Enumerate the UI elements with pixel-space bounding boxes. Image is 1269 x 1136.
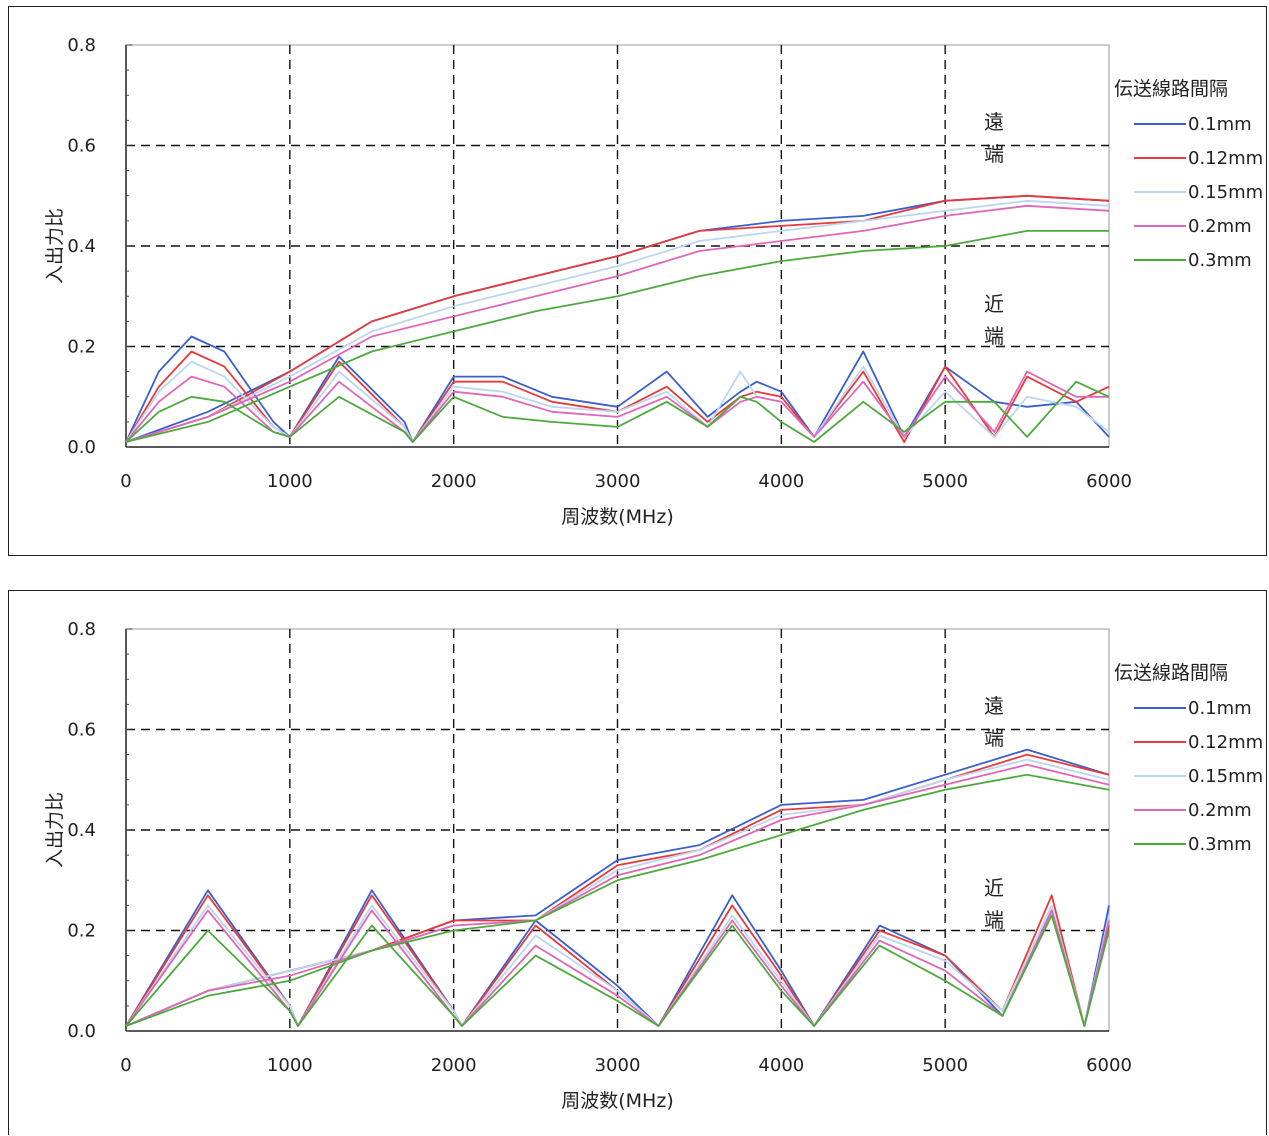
chart-bottom-x-tick-label: 1000 xyxy=(267,1055,313,1076)
chart-top-x-tick-label: 6000 xyxy=(1086,471,1132,492)
chart-bottom-x-tick-label: 3000 xyxy=(595,1055,641,1076)
chart-bottom-y-tick-label: 0.0 xyxy=(67,1021,96,1042)
chart-bottom-series-near-end-line xyxy=(125,914,1110,1027)
chart-bottom-x-axis-title: 周波数(MHz) xyxy=(561,1090,673,1112)
chart-bottom-x-tick-label: 5000 xyxy=(922,1055,968,1076)
chart-bottom-legend-label: 0.3mm xyxy=(1188,834,1252,855)
chart-bottom-series-far-end-line xyxy=(125,763,1110,1027)
chart-top-series-far-end-line xyxy=(125,199,1110,443)
chart-top-x-tick-label: 0 xyxy=(120,471,131,492)
chart-top-series-near-end-line xyxy=(125,360,1110,443)
chart-bottom-far-end-annotation: 端 xyxy=(984,726,1004,750)
chart-top-legend-title: 伝送線路間隔 xyxy=(1114,78,1228,100)
chart-top-y-tick-label: 0.4 xyxy=(67,236,96,257)
chart-top-far-end-annotation: 端 xyxy=(984,142,1004,166)
chart-top-far-end-annotation: 遠 xyxy=(984,110,1004,134)
chart-bottom-y-tick-label: 0.2 xyxy=(67,921,96,942)
chart-top-x-axis-title: 周波数(MHz) xyxy=(561,506,673,528)
chart-bottom-x-tick-label: 2000 xyxy=(431,1055,477,1076)
chart-bottom-near-end-annotation: 近 xyxy=(984,876,1004,900)
chart-top-y-tick-label: 0.6 xyxy=(67,136,96,157)
chart-top-y-tick-label: 0.0 xyxy=(67,437,96,458)
chart-bottom-x-tick-label: 0 xyxy=(120,1055,131,1076)
chart-bottom-y-axis-title: 入出力比 xyxy=(44,792,66,868)
chart-bottom-x-tick-label: 6000 xyxy=(1086,1055,1132,1076)
chart-top-svg: 0 1000 2000 3000 4000 5000 6000 0.0 0.2 0.4 0.6 0.8… xyxy=(44,35,1263,528)
chart-top-x-tick-label: 1000 xyxy=(267,471,313,492)
chart-bottom-near-end-annotation: 端 xyxy=(984,908,1004,932)
chart-top-legend-label: 0.2mm xyxy=(1188,216,1252,237)
chart-top-y-tick-label: 0.8 xyxy=(67,35,96,56)
chart-top-near-end-annotation: 近 xyxy=(984,292,1004,316)
chart-top-legend-label: 0.12mm xyxy=(1188,148,1263,169)
chart-top-series-far-end-line xyxy=(125,194,1110,443)
chart-top-series-far-end-line xyxy=(125,229,1109,443)
chart-bottom-series-far-end-line xyxy=(125,773,1110,1027)
chart-top-y-tick-label: 0.2 xyxy=(67,337,96,358)
chart-bottom-x-tick-label: 4000 xyxy=(758,1055,804,1076)
chart-panel-top: 0 1000 2000 3000 4000 5000 6000 0.0 0.2 0.4 0.6 0.8… xyxy=(8,6,1267,556)
chart-bottom-y-tick-label: 0.8 xyxy=(67,619,96,640)
chart-bottom-series-far-end-line xyxy=(125,758,1110,1027)
chart-bottom-y-tick-label: 0.4 xyxy=(67,820,96,841)
chart-top-legend-label: 0.15mm xyxy=(1188,182,1263,203)
chart-top-x-tick-label: 2000 xyxy=(431,471,477,492)
chart-bottom-legend-label: 0.15mm xyxy=(1188,766,1263,787)
chart-top-x-tick-label: 4000 xyxy=(758,471,804,492)
chart-bottom-legend-title: 伝送線路間隔 xyxy=(1114,662,1228,684)
chart-bottom-svg: 0 1000 2000 3000 4000 5000 6000 0.0 0.2 0.4 0.6 0.8… xyxy=(44,619,1263,1112)
chart-top-series-near-end-line xyxy=(125,380,1110,443)
chart-top-y-axis-title: 入出力比 xyxy=(44,208,66,284)
chart-top-legend-label: 0.1mm xyxy=(1188,114,1252,135)
chart-panel-bottom: 0 1000 2000 3000 4000 5000 6000 0.0 0.2 0.4 0.6 0.8… xyxy=(8,590,1267,1135)
chart-top-series-far-end-line xyxy=(125,204,1110,443)
chart-bottom-legend-label: 0.2mm xyxy=(1188,800,1252,821)
chart-top-x-tick-label: 3000 xyxy=(595,471,641,492)
chart-bottom-far-end-annotation: 遠 xyxy=(984,694,1004,718)
chart-bottom-y-tick-label: 0.6 xyxy=(67,720,96,741)
chart-top-legend-label: 0.3mm xyxy=(1188,250,1252,271)
chart-top-x-tick-label: 5000 xyxy=(922,471,968,492)
chart-bottom-legend-label: 0.12mm xyxy=(1188,732,1263,753)
chart-bottom-legend-label: 0.1mm xyxy=(1188,698,1252,719)
chart-top-near-end-annotation: 端 xyxy=(984,324,1004,348)
